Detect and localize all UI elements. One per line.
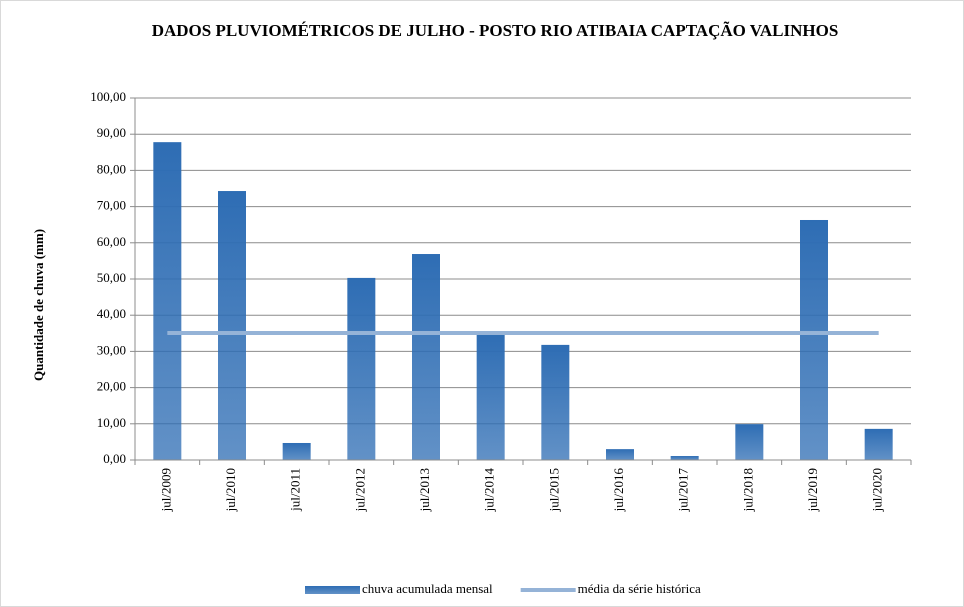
- x-tick-label: jul/2009: [158, 468, 173, 512]
- bar: [347, 277, 376, 460]
- legend-swatch: [305, 586, 360, 594]
- bar: [476, 334, 505, 460]
- y-tick-label: 70,00: [97, 198, 126, 213]
- y-tick-label: 100,00: [90, 89, 126, 104]
- legend-label: média da série histórica: [578, 581, 701, 596]
- y-tick-label: 80,00: [97, 161, 126, 176]
- y-tick-label: 90,00: [97, 125, 126, 140]
- y-tick-label: 20,00: [97, 379, 126, 394]
- bar: [282, 442, 311, 460]
- bar: [735, 424, 764, 460]
- bar: [606, 449, 634, 460]
- chart-title: DADOS PLUVIOMÉTRICOS DE JULHO - POSTO RI…: [151, 21, 839, 40]
- x-tick-label: jul/2018: [740, 468, 755, 512]
- x-tick-label: jul/2020: [870, 468, 885, 512]
- x-tick-label: jul/2015: [546, 468, 561, 512]
- y-axis-label: Quantidade de chuva (mm): [31, 229, 46, 381]
- bar: [670, 456, 699, 460]
- y-tick-label: 50,00: [97, 270, 126, 285]
- x-tick-label: jul/2019: [805, 468, 820, 512]
- bar: [800, 219, 828, 460]
- x-tick-label: jul/2013: [417, 468, 432, 512]
- y-tick-label: 30,00: [97, 342, 126, 357]
- legend-label: chuva acumulada mensal: [362, 581, 493, 596]
- x-tick-label: jul/2011: [288, 468, 303, 512]
- bar: [541, 344, 570, 460]
- y-tick-label: 60,00: [97, 234, 126, 249]
- x-tick-label: jul/2017: [676, 468, 691, 513]
- x-tick-label: jul/2016: [611, 468, 626, 513]
- x-tick-label: jul/2014: [482, 468, 497, 513]
- bar: [153, 142, 182, 460]
- y-tick-label: 40,00: [97, 306, 126, 321]
- bar: [864, 428, 893, 460]
- x-tick-label: jul/2010: [223, 468, 238, 512]
- y-tick-label: 0,00: [103, 451, 126, 466]
- y-tick-label: 10,00: [97, 415, 126, 430]
- bar: [218, 191, 246, 460]
- x-tick-label: jul/2012: [352, 468, 367, 512]
- bar: [412, 254, 440, 460]
